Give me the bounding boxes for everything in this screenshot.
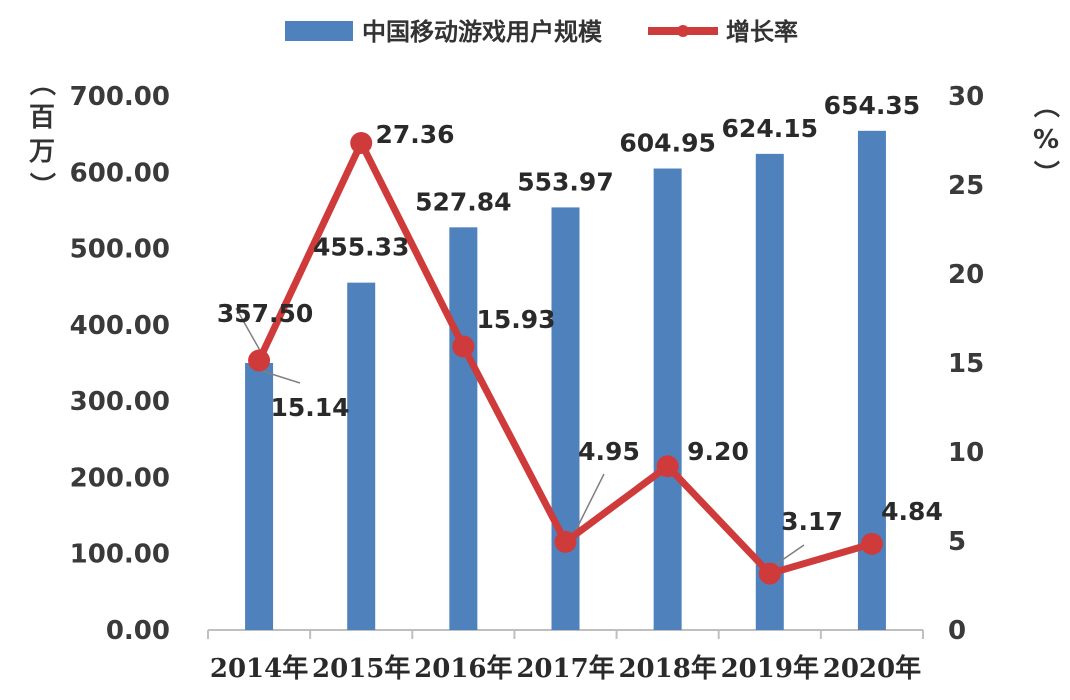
leader-line (771, 544, 805, 568)
bar (857, 130, 886, 630)
left-tick-label: 400.00 (70, 311, 170, 341)
left-unit-char: 万 (29, 137, 55, 167)
right-unit-char: % (1033, 125, 1059, 155)
bar-value-label: 455.33 (313, 233, 409, 262)
bar (347, 282, 376, 630)
bar-value-label: 357.50 (217, 299, 313, 328)
bar (755, 153, 784, 630)
bar-value-label: 624.15 (722, 114, 818, 143)
legend: 中国移动游戏用户规模 增长率 (285, 18, 798, 46)
line-point (554, 530, 577, 553)
data-labels: 357.50 455.33527.84553.97604.95624.15654.… (217, 91, 943, 536)
right-tick-label: 15 (948, 349, 984, 379)
left-tick-label: 0.00 (106, 616, 170, 646)
right-tick-label: 30 (948, 82, 984, 112)
left-tick-label: 700.00 (70, 82, 170, 112)
right-axis-unit: （% ） (1030, 92, 1060, 186)
left-tick-label: 300.00 (70, 387, 170, 417)
left-tick-label: 200.00 (70, 463, 170, 493)
bar-value-label: 553.97 (517, 167, 613, 196)
right-tick-label: 25 (948, 171, 984, 201)
left-unit-char: （ (26, 70, 56, 96)
bar (245, 363, 274, 630)
left-tick-label: 100.00 (70, 540, 170, 570)
bar-value-label: 527.84 (415, 187, 511, 216)
bar-value-label: 654.35 (824, 91, 920, 120)
line-value-label: 15.93 (476, 305, 555, 334)
left-unit-char: ） (26, 172, 56, 198)
x-tick-label: 2018年 (618, 653, 716, 684)
right-unit-char: ） (1030, 160, 1060, 186)
bar-value-label: 604.95 (619, 129, 715, 158)
line-point (248, 349, 271, 372)
line-point (452, 335, 475, 358)
legend-line-marker (677, 25, 689, 37)
bar (551, 207, 580, 630)
line-point (656, 455, 679, 478)
right-tick-label: 0 (948, 616, 966, 646)
right-unit-char: （ (1030, 92, 1060, 118)
legend-line-label: 增长率 (726, 18, 798, 46)
line-point (860, 532, 883, 555)
x-tick-label: 2019年 (721, 653, 819, 684)
x-tick-label: 2017年 (516, 653, 614, 684)
line-point (758, 562, 781, 585)
leader-line (235, 307, 263, 355)
left-axis-unit: （ 百万 ） (26, 70, 56, 198)
leader-line (261, 370, 301, 384)
line-value-label: 4.95 (578, 437, 640, 466)
line-value-label: 4.84 (881, 497, 943, 526)
right-tick-label: 10 (948, 438, 984, 468)
line-series (248, 131, 883, 585)
line-point (350, 131, 373, 154)
leader-lines (235, 307, 805, 568)
legend-bar-swatch (285, 21, 353, 41)
line-value-label: 9.20 (687, 437, 749, 466)
x-tick-label: 2016年 (414, 653, 512, 684)
x-tick-label: 2015年 (312, 653, 410, 684)
bar (449, 227, 478, 630)
leader-line (571, 473, 605, 539)
bar (653, 168, 682, 630)
right-tick-label: 5 (948, 527, 966, 557)
left-tick-label: 500.00 (70, 235, 170, 265)
x-tick-label: 2020年 (823, 653, 921, 684)
x-tick-label: 2014年 (210, 653, 308, 684)
axes: 0.00 100.00 200.00 300.00 400.00 500.00 600.00… (70, 82, 985, 684)
line-value-label: 3.17 (781, 507, 843, 536)
line-value-label: 15.14 (270, 393, 349, 422)
left-tick-label: 600.00 (70, 158, 170, 188)
right-tick-label: 20 (948, 260, 984, 290)
left-unit-char: 百 (29, 103, 55, 133)
line-value-label: 27.36 (375, 120, 454, 149)
legend-bar-label: 中国移动游戏用户规模 (362, 18, 603, 46)
